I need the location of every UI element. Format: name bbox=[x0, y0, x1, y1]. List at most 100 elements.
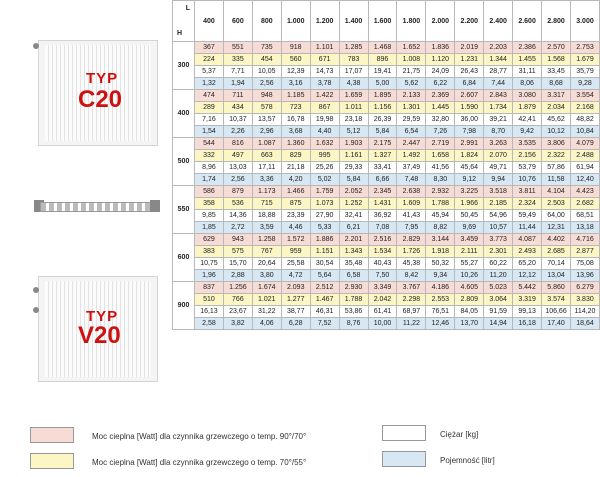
radiator-illustration-panel: TYP C20 TYP V20 bbox=[0, 0, 172, 414]
table-cell: 383 bbox=[194, 245, 224, 258]
table-cell: 3.518 bbox=[483, 185, 514, 198]
table-cell: 1.726 bbox=[396, 245, 427, 258]
table-cell: 7,26 bbox=[425, 125, 456, 138]
table-cell: 9,69 bbox=[454, 221, 485, 234]
table-cell: 9,34 bbox=[425, 269, 456, 282]
table-cell: 29,59 bbox=[396, 113, 427, 126]
table-cell: 2.322 bbox=[541, 149, 571, 162]
legend-text-weight: Ciężar [kg] bbox=[440, 430, 479, 439]
table-cell: 1.008 bbox=[396, 53, 427, 66]
table-cell: 32,80 bbox=[425, 113, 456, 126]
table-cell: 68,51 bbox=[569, 209, 600, 222]
row-header-height: 550 bbox=[172, 185, 195, 234]
table-cell: 18,64 bbox=[569, 317, 600, 330]
table-cell: 13,03 bbox=[222, 161, 253, 174]
table-cell: 332 bbox=[194, 149, 224, 162]
legend-swatch-power-90 bbox=[30, 427, 74, 443]
table-cell: 5,02 bbox=[309, 173, 340, 186]
table-cell: 2.175 bbox=[367, 137, 398, 150]
table-cell: 25,58 bbox=[280, 257, 311, 270]
table-cell: 7,98 bbox=[454, 125, 485, 138]
table-cell: 2.503 bbox=[541, 197, 571, 210]
table-cell: 3.574 bbox=[541, 293, 571, 306]
table-cell: 3.767 bbox=[396, 281, 427, 294]
table-cell: 1.590 bbox=[454, 101, 485, 114]
table-cell: 1.759 bbox=[309, 185, 340, 198]
table-cell: 2.019 bbox=[454, 41, 485, 54]
table-cell: 1.466 bbox=[280, 185, 311, 198]
table-cell: 48,82 bbox=[569, 113, 600, 126]
table-cell: 49,71 bbox=[483, 161, 514, 174]
table-row: 550 586 879 1.173 1.466 1.759 2.052 2.345 2.638 2… bbox=[172, 185, 600, 234]
table-row: 358 536 715 875 1.073 1.252 1.431 1.609 1.788 1.9… bbox=[173, 197, 600, 210]
table-cell: 12,31 bbox=[541, 221, 571, 234]
table-row: 600 629 943 1.258 1.572 1.886 2.201 2.516 2.829 3… bbox=[172, 233, 600, 282]
column-header-length: 2.600 bbox=[512, 0, 543, 42]
table-cell: 11,58 bbox=[541, 173, 571, 186]
table-cell: 723 bbox=[280, 101, 311, 114]
table-row: 7,16 10,37 13,57 16,78 19,98 23,18 26,39 29,59 3… bbox=[173, 113, 600, 126]
table-cell: 335 bbox=[222, 53, 253, 66]
table-cell: 1.572 bbox=[280, 233, 311, 246]
table-cell: 5.860 bbox=[541, 281, 571, 294]
table-cell: 28,77 bbox=[483, 65, 514, 78]
table-cell: 1.258 bbox=[251, 233, 282, 246]
table-cell: 11,20 bbox=[483, 269, 514, 282]
table-cell: 3.319 bbox=[512, 293, 543, 306]
table-cell: 70,14 bbox=[541, 257, 571, 270]
table-cell: 5,84 bbox=[367, 125, 398, 138]
table-cell: 1,54 bbox=[194, 125, 224, 138]
table-cell: 37,49 bbox=[396, 161, 427, 174]
table-cell: 36,00 bbox=[454, 113, 485, 126]
table-cell: 1.966 bbox=[454, 197, 485, 210]
table-row: 16,13 23,67 31,22 38,77 46,31 53,86 61,41 68,97… bbox=[173, 305, 600, 318]
table-cell: 27,90 bbox=[309, 209, 340, 222]
table-cell: 4,72 bbox=[280, 269, 311, 282]
table-cell: 60,22 bbox=[483, 257, 514, 270]
table-cell: 2.829 bbox=[396, 233, 427, 246]
table-cell: 2.093 bbox=[280, 281, 311, 294]
table-cell: 5.023 bbox=[483, 281, 514, 294]
table-cell: 6,28 bbox=[280, 317, 311, 330]
table-cell: 2.203 bbox=[483, 41, 514, 54]
table-cell: 2.877 bbox=[569, 245, 600, 258]
table-cell: 3.811 bbox=[512, 185, 543, 198]
table-cell: 2.156 bbox=[512, 149, 543, 162]
table-cell: 2,88 bbox=[222, 269, 253, 282]
table-cell: 41,56 bbox=[425, 161, 456, 174]
table-cell: 1.467 bbox=[309, 293, 340, 306]
table-cell: 2.301 bbox=[483, 245, 514, 258]
table-cell: 2.042 bbox=[367, 293, 398, 306]
table-cell: 1.895 bbox=[367, 89, 398, 102]
table-cell: 64,00 bbox=[541, 209, 571, 222]
table-cell: 3.263 bbox=[483, 137, 514, 150]
table-cell: 54,96 bbox=[483, 209, 514, 222]
table-cell: 5,33 bbox=[309, 221, 340, 234]
table-cell: 19,41 bbox=[367, 65, 398, 78]
table-cell: 2.447 bbox=[396, 137, 427, 150]
table-row: 5,37 7,71 10,05 12,39 14,73 17,07 19,41 21,75 24… bbox=[173, 65, 600, 78]
table-row: 1,74 2,56 3,36 4,20 5,02 5,84 6,66 7,48 8,30 9,12… bbox=[173, 173, 600, 186]
table-cell: 4.104 bbox=[541, 185, 571, 198]
column-header-length: 2.400 bbox=[483, 0, 514, 42]
table-cell: 2.512 bbox=[309, 281, 340, 294]
table-cell: 2.493 bbox=[512, 245, 543, 258]
table-cell: 19,98 bbox=[309, 113, 340, 126]
header-corner-cell: L H bbox=[172, 0, 195, 42]
table-cell: 1,96 bbox=[194, 269, 224, 282]
table-row: 383 575 767 959 1.151 1.343 1.534 1.726 1.918 2.1… bbox=[173, 245, 600, 258]
table-cell: 7,08 bbox=[367, 221, 398, 234]
table-cell: 10,84 bbox=[569, 125, 600, 138]
table-cell: 5,37 bbox=[194, 65, 224, 78]
table-cell: 434 bbox=[222, 101, 253, 114]
table-row: 500 544 816 1.087 1.360 1.632 1.903 2.175 2.447 2… bbox=[172, 137, 600, 186]
table-cell: 10,00 bbox=[367, 317, 398, 330]
table-cell: 33,45 bbox=[541, 65, 571, 78]
table-cell: 91,59 bbox=[483, 305, 514, 318]
table-cell: 35,48 bbox=[338, 257, 369, 270]
table-cell: 6,21 bbox=[338, 221, 369, 234]
table-cell: 2.682 bbox=[569, 197, 600, 210]
table-cell: 5,64 bbox=[309, 269, 340, 282]
table-cell: 4.079 bbox=[569, 137, 600, 150]
table-cell: 1.445 bbox=[425, 101, 456, 114]
